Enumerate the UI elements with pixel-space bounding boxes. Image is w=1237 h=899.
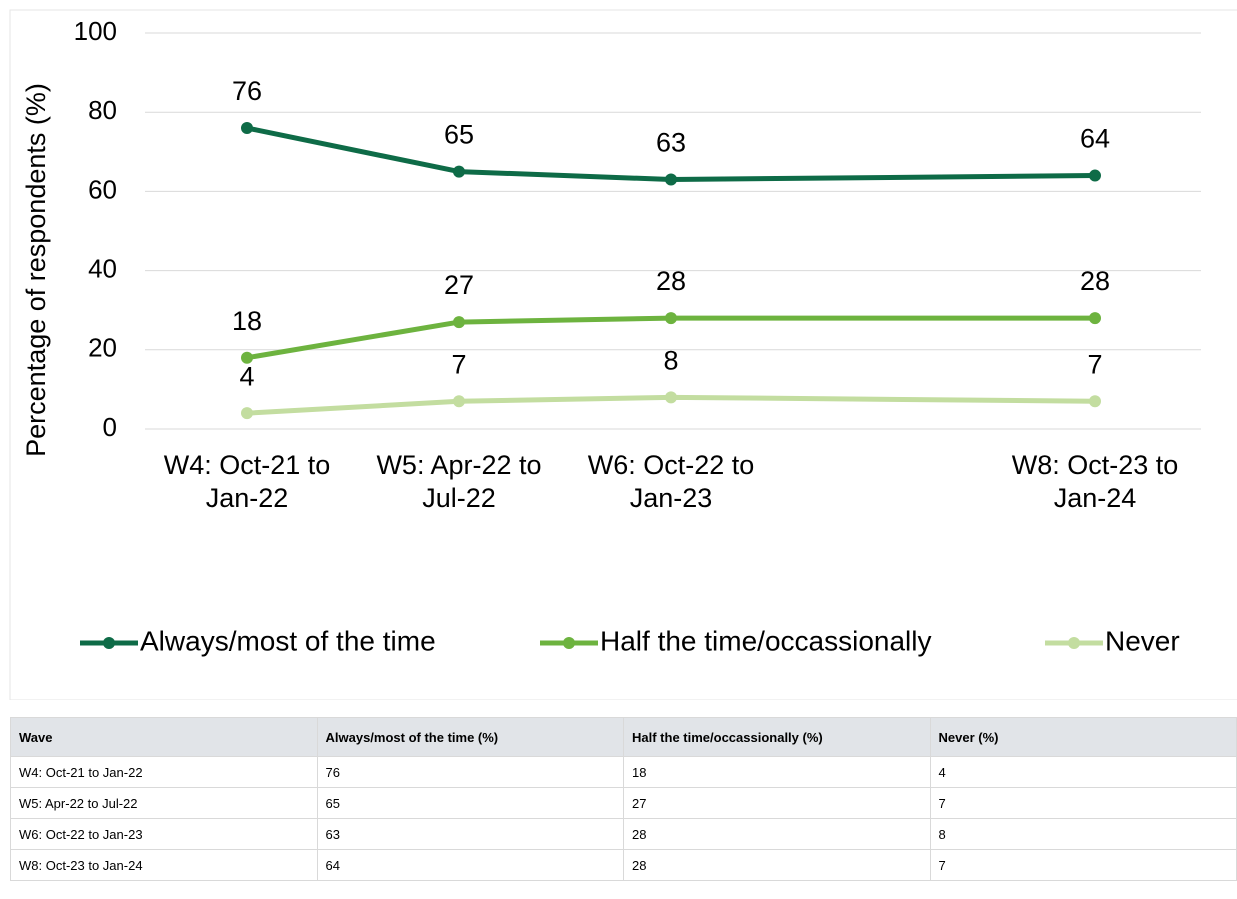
series-line (246, 125, 1096, 183)
x-tick-label: W4: Oct-21 to Jan-22 (163, 450, 331, 513)
y-axis-title: Percentage of respondents (%) (21, 83, 51, 457)
table-header-cell: Never (%) (929, 717, 1237, 757)
series-line (246, 315, 1095, 361)
data-label: 8 (663, 345, 678, 375)
data-table: Wave Always/most of the time (%) Half the … (10, 717, 1237, 881)
legend-label: Always/most of the time (140, 625, 436, 656)
data-label: 63 (656, 128, 686, 158)
table-cell: 76 (316, 756, 624, 788)
data-label: 7 (1087, 349, 1102, 379)
table-header-cell: Wave (10, 717, 318, 757)
table-row: W5: Apr-22 to Jul-22 65 27 7 (10, 787, 1237, 819)
legend-label: Never (1105, 625, 1180, 656)
table-header-cell: Always/most of the time (%) (316, 717, 624, 757)
table-cell: 7 (929, 787, 1237, 819)
y-tick-label: 60 (88, 174, 117, 204)
point (1089, 312, 1101, 325)
point (241, 351, 253, 364)
y-tick-label: 80 (88, 95, 117, 125)
y-tick-label: 20 (88, 333, 117, 363)
table-cell: 63 (316, 818, 624, 850)
point (453, 395, 465, 408)
table-cell: W4: Oct-21 to Jan-22 (10, 756, 318, 788)
table-cell: 28 (623, 849, 931, 881)
data-label: 76 (232, 76, 262, 106)
table-cell: 64 (316, 849, 624, 881)
data-label: 65 (444, 120, 474, 150)
point (665, 391, 677, 404)
x-tick-label: W6: Oct-22 to Jan-23 (587, 450, 755, 513)
data-label: 4 (239, 361, 254, 391)
data-label: 64 (1080, 124, 1110, 154)
table-cell: 7 (929, 849, 1237, 881)
y-tick-label: 40 (88, 253, 117, 283)
y-tick-label: 0 (103, 412, 117, 442)
table-cell: W5: Apr-22 to Jul-22 (10, 787, 318, 819)
data-label: 7 (451, 349, 466, 379)
data-label: 28 (1080, 266, 1110, 296)
point (665, 173, 677, 186)
table-cell: 8 (929, 818, 1237, 850)
data-label: 28 (656, 266, 686, 296)
point (1089, 395, 1101, 408)
table-row: W4: Oct-21 to Jan-22 76 18 4 (10, 756, 1237, 788)
series-line (246, 394, 1096, 416)
legend-marker (1068, 637, 1080, 649)
table-cell: 27 (623, 787, 931, 819)
table-cell: 28 (623, 818, 931, 850)
table-row: W6: Oct-22 to Jan-23 63 28 8 (10, 818, 1237, 850)
x-tick-label: W5: Apr-22 to Jul-22 (376, 450, 542, 513)
data-label: 27 (444, 270, 474, 300)
table-cell: W8: Oct-23 to Jan-24 (10, 849, 318, 881)
table-cell: W6: Oct-22 to Jan-23 (10, 818, 318, 850)
chart-frame (9, 9, 1237, 700)
point (1089, 169, 1101, 182)
table-cell: 18 (623, 756, 931, 788)
point (453, 316, 465, 329)
y-tick-label: 100 (74, 16, 117, 46)
table-cell: 4 (929, 756, 1237, 788)
point (241, 122, 253, 135)
point (665, 312, 677, 325)
table-header-cell: Half the time/occassionally (%) (623, 717, 931, 757)
point (453, 165, 465, 178)
legend-marker (103, 637, 115, 649)
point (241, 407, 253, 420)
legend-marker (563, 637, 575, 649)
chart: Percentage of respondents (%) 0 20 40 60 80 1… (9, 9, 1237, 700)
legend-label: Half the time/occassionally (600, 625, 931, 656)
x-tick-label: W8: Oct-23 to Jan-24 (1011, 450, 1179, 513)
data-label: 18 (232, 306, 262, 336)
table-row: W8: Oct-23 to Jan-24 64 28 7 (10, 849, 1237, 881)
table-cell: 65 (316, 787, 624, 819)
